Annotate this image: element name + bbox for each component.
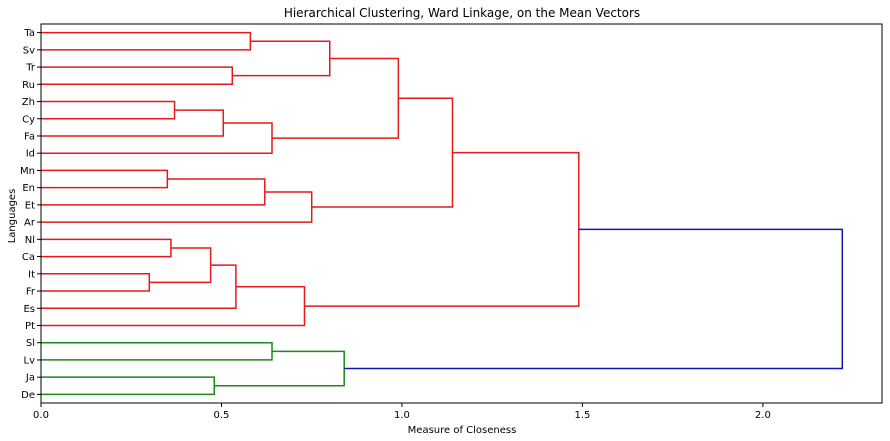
link-n13 [41, 273, 151, 292]
dendrogram-links [41, 31, 844, 396]
link-n4 [41, 100, 176, 120]
plot-frame [40, 23, 883, 404]
leaf-label-ta: Ta [23, 28, 35, 39]
link-n18 [41, 341, 273, 361]
leaf-label-fr: Fr [26, 287, 36, 298]
link-n7 [272, 57, 400, 139]
leaf-label-id: Id [26, 149, 35, 160]
link-n19 [41, 376, 216, 396]
link-n8 [41, 169, 169, 189]
leaf-label-ar: Ar [24, 218, 36, 229]
leaf-labels: Ta Sv Tr Ru Zh Cy Fa Id Mn En Et Ar Nl Ca It Fr Es Pt Sl Lv… [20, 28, 41, 401]
link-n1 [41, 31, 252, 51]
x-tick-label: 0.5 [214, 410, 230, 421]
leaf-label-sl: Sl [26, 338, 35, 349]
leaf-label-et: Et [25, 200, 35, 211]
link-n12 [41, 238, 172, 258]
link-n21 [344, 228, 844, 370]
leaf-label-it: It [28, 269, 35, 280]
leaf-label-ca: Ca [22, 252, 35, 263]
x-tick-label: 1.0 [394, 410, 410, 421]
leaf-label-ru: Ru [22, 80, 35, 91]
link-n14 [149, 247, 212, 284]
link-n10 [41, 191, 313, 223]
link-n3 [232, 40, 331, 77]
link-n5 [41, 109, 225, 137]
leaf-label-lv: Lv [24, 355, 36, 366]
leaf-label-ja: Ja [25, 373, 35, 384]
leaf-label-fa: Fa [24, 131, 35, 142]
leaf-label-cy: Cy [22, 114, 35, 125]
x-tick-label: 1.5 [574, 410, 590, 421]
leaf-label-zh: Zh [22, 97, 35, 108]
leaf-label-sv: Sv [23, 45, 35, 56]
link-n9 [41, 178, 266, 206]
link-n6 [41, 122, 273, 154]
x-axis-label: Measure of Closeness [408, 425, 517, 436]
y-axis-label: Languages [7, 189, 18, 244]
link-n2 [41, 66, 234, 86]
leaf-label-en: En [22, 183, 35, 194]
link-n11 [311, 97, 454, 208]
x-tick-label: 2.0 [755, 410, 771, 421]
chart-title: Hierarchical Clustering, Ward Linkage, o… [284, 6, 640, 20]
link-n20 [214, 350, 345, 387]
link-n17 [304, 151, 580, 307]
link-n15 [41, 264, 237, 309]
leaf-label-es: Es [23, 304, 35, 315]
x-tick-label: 0.0 [33, 410, 49, 421]
leaf-label-de: De [21, 390, 35, 401]
link-n16 [41, 285, 306, 327]
leaf-label-tr: Tr [25, 63, 36, 74]
x-ticks: 0.0 0.5 1.0 1.5 2.0 [33, 403, 771, 421]
leaf-label-pt: Pt [25, 321, 35, 332]
leaf-label-mn: Mn [20, 166, 35, 177]
leaf-label-nl: Nl [25, 235, 35, 246]
